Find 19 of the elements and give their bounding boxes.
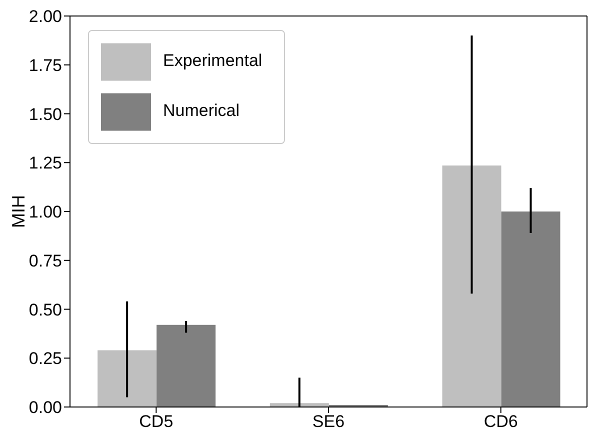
bar (442, 166, 502, 407)
y-tick-label: 0.25 (28, 349, 62, 368)
x-tick-label: CD5 (139, 412, 174, 432)
bar (501, 212, 560, 407)
y-tick-label: 1.25 (28, 154, 62, 173)
bar (98, 350, 157, 407)
y-tick-label: 1.75 (28, 56, 62, 75)
y-tick-label: 2.00 (28, 7, 62, 26)
y-axis-title: MIH (8, 195, 28, 228)
y-tick-label: 1.50 (28, 104, 62, 124)
legend-label: Numerical (163, 101, 240, 120)
y-tick-label: 1.00 (28, 202, 62, 222)
y-tick-label: 0.75 (28, 251, 62, 270)
y-tick-label: 0.00 (28, 398, 62, 418)
legend-label: Experimental (163, 51, 262, 70)
bar (156, 324, 216, 407)
y-tick-label: 0.50 (28, 300, 62, 320)
x-tick-label: CD6 (484, 412, 518, 432)
x-tick-label: SE6 (312, 412, 345, 432)
